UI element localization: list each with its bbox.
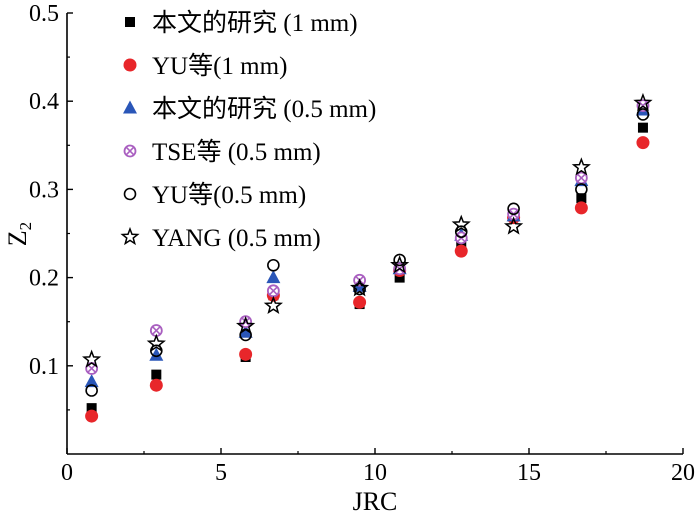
legend-marker <box>120 226 140 246</box>
data-point <box>85 409 99 423</box>
data-point <box>507 202 520 216</box>
legend-marker <box>123 187 137 201</box>
data-point <box>571 157 591 176</box>
legend-entry: 本文的研究 (1 mm) <box>125 9 358 37</box>
x-tick-label: 0 <box>61 460 73 486</box>
y-tick-label: 0.1 <box>29 354 59 380</box>
y-tick-label: 0.2 <box>29 266 59 292</box>
data-point <box>353 282 366 296</box>
series-2 <box>85 136 650 423</box>
x-axis-title: JRC <box>353 487 398 516</box>
legend: 本文的研究 (1 mm) YU等(1 mm) 本文的研究 (0.5 mm) TSE等 … <box>120 9 376 252</box>
data-point <box>239 347 253 361</box>
data-point <box>146 333 166 352</box>
data-point <box>637 122 648 133</box>
data-point <box>149 378 163 392</box>
data-point <box>236 316 256 335</box>
y-tick-label: 0.5 <box>29 1 59 27</box>
legend-marker <box>123 100 137 114</box>
legend-label: 本文的研究 (0.5 mm) <box>152 95 376 123</box>
data-point <box>266 270 281 284</box>
data-point <box>86 403 97 414</box>
legend-entry: YU等(0.5 mm) <box>123 181 306 209</box>
data-point <box>393 253 406 267</box>
legend-label: TSE等 (0.5 mm) <box>152 138 321 166</box>
data-point <box>266 284 280 298</box>
data-point <box>84 374 99 388</box>
data-point <box>349 278 370 297</box>
y-axis-title-main: Z <box>3 230 32 246</box>
legend-label: YU等(1 mm) <box>152 52 287 80</box>
legend-label: YANG (0.5 mm) <box>152 225 321 252</box>
axis-ticks: 0 5 10 15 20 0.1 0.2 0.3 0.4 0.5 <box>29 1 695 486</box>
series-1 <box>86 122 648 414</box>
data-point <box>633 92 653 112</box>
data-point <box>576 193 587 204</box>
data-point <box>575 183 588 196</box>
y-axis-title: Z2 <box>3 222 35 246</box>
y-tick-label: 0.3 <box>29 177 59 203</box>
data-point <box>390 255 410 274</box>
x-tick-label: 15 <box>517 460 541 486</box>
legend-entry: YANG (0.5 mm) <box>120 225 321 252</box>
data-point <box>149 324 163 337</box>
data-point <box>451 214 471 233</box>
series-6 <box>82 92 653 368</box>
data-point <box>636 108 650 121</box>
data-point <box>239 315 253 329</box>
data-point <box>394 272 405 283</box>
y-axis-title-subscript: 2 <box>16 222 35 231</box>
y-tick-label: 0.4 <box>29 89 59 115</box>
legend-marker <box>125 17 135 27</box>
data-point <box>503 216 524 235</box>
legend-entry: 本文的研究 (0.5 mm) <box>123 95 376 123</box>
data-point <box>238 324 253 338</box>
legend-marker <box>123 144 137 158</box>
legend-entry: YU等(1 mm) <box>123 52 287 80</box>
data-point <box>267 258 280 272</box>
data-point <box>149 347 164 361</box>
data-point <box>151 369 162 380</box>
data-point <box>454 244 468 258</box>
data-point <box>85 384 98 397</box>
x-tick-label: 5 <box>215 460 227 486</box>
data-point <box>574 201 588 215</box>
data-point <box>82 349 102 368</box>
x-tick-label: 20 <box>671 460 695 486</box>
data-point <box>636 136 650 150</box>
legend-entry: TSE等 (0.5 mm) <box>123 138 321 166</box>
x-tick-label: 10 <box>363 460 387 486</box>
data-point <box>353 295 367 309</box>
legend-marker <box>123 58 137 72</box>
legend-label: 本文的研究 (1 mm) <box>152 9 358 37</box>
data-point <box>574 171 588 185</box>
data-point <box>263 295 283 315</box>
data-points <box>82 92 653 423</box>
legend-label: YU等(0.5 mm) <box>152 181 306 209</box>
